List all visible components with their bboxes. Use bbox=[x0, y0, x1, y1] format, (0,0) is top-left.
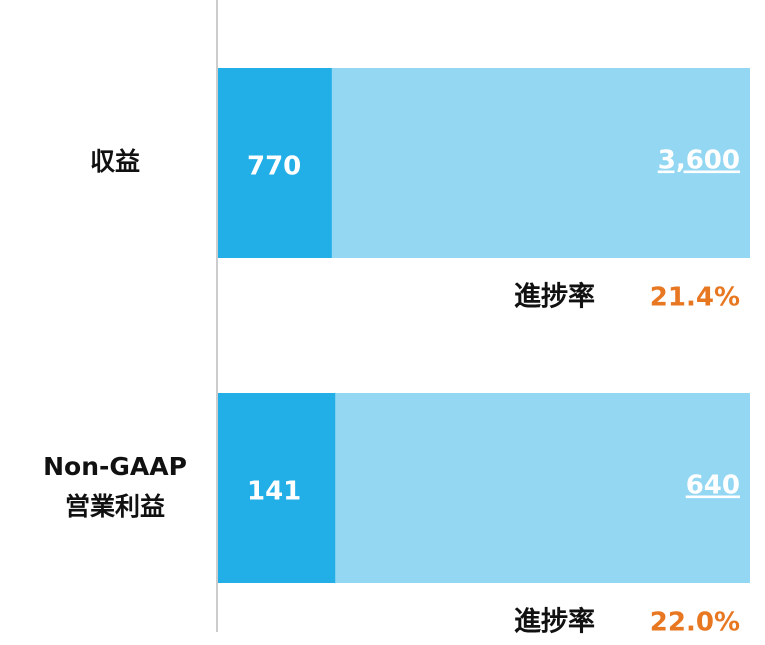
category-label: 営業利益 bbox=[65, 492, 165, 521]
target-label: 640 bbox=[686, 471, 740, 501]
target-label: 3,600 bbox=[658, 146, 740, 176]
category-label: 収益 bbox=[90, 147, 140, 176]
progress-value: 21.4% bbox=[650, 283, 740, 313]
actual-label: 141 bbox=[247, 477, 301, 507]
actual-bar bbox=[218, 393, 336, 583]
progress-value: 22.0% bbox=[650, 608, 740, 638]
category-label: Non-GAAP bbox=[43, 452, 187, 481]
progress-title: 進捗率 bbox=[514, 281, 595, 313]
actual-label: 770 bbox=[247, 152, 301, 182]
progress-title: 進捗率 bbox=[514, 606, 595, 638]
actual-bar bbox=[218, 68, 332, 258]
